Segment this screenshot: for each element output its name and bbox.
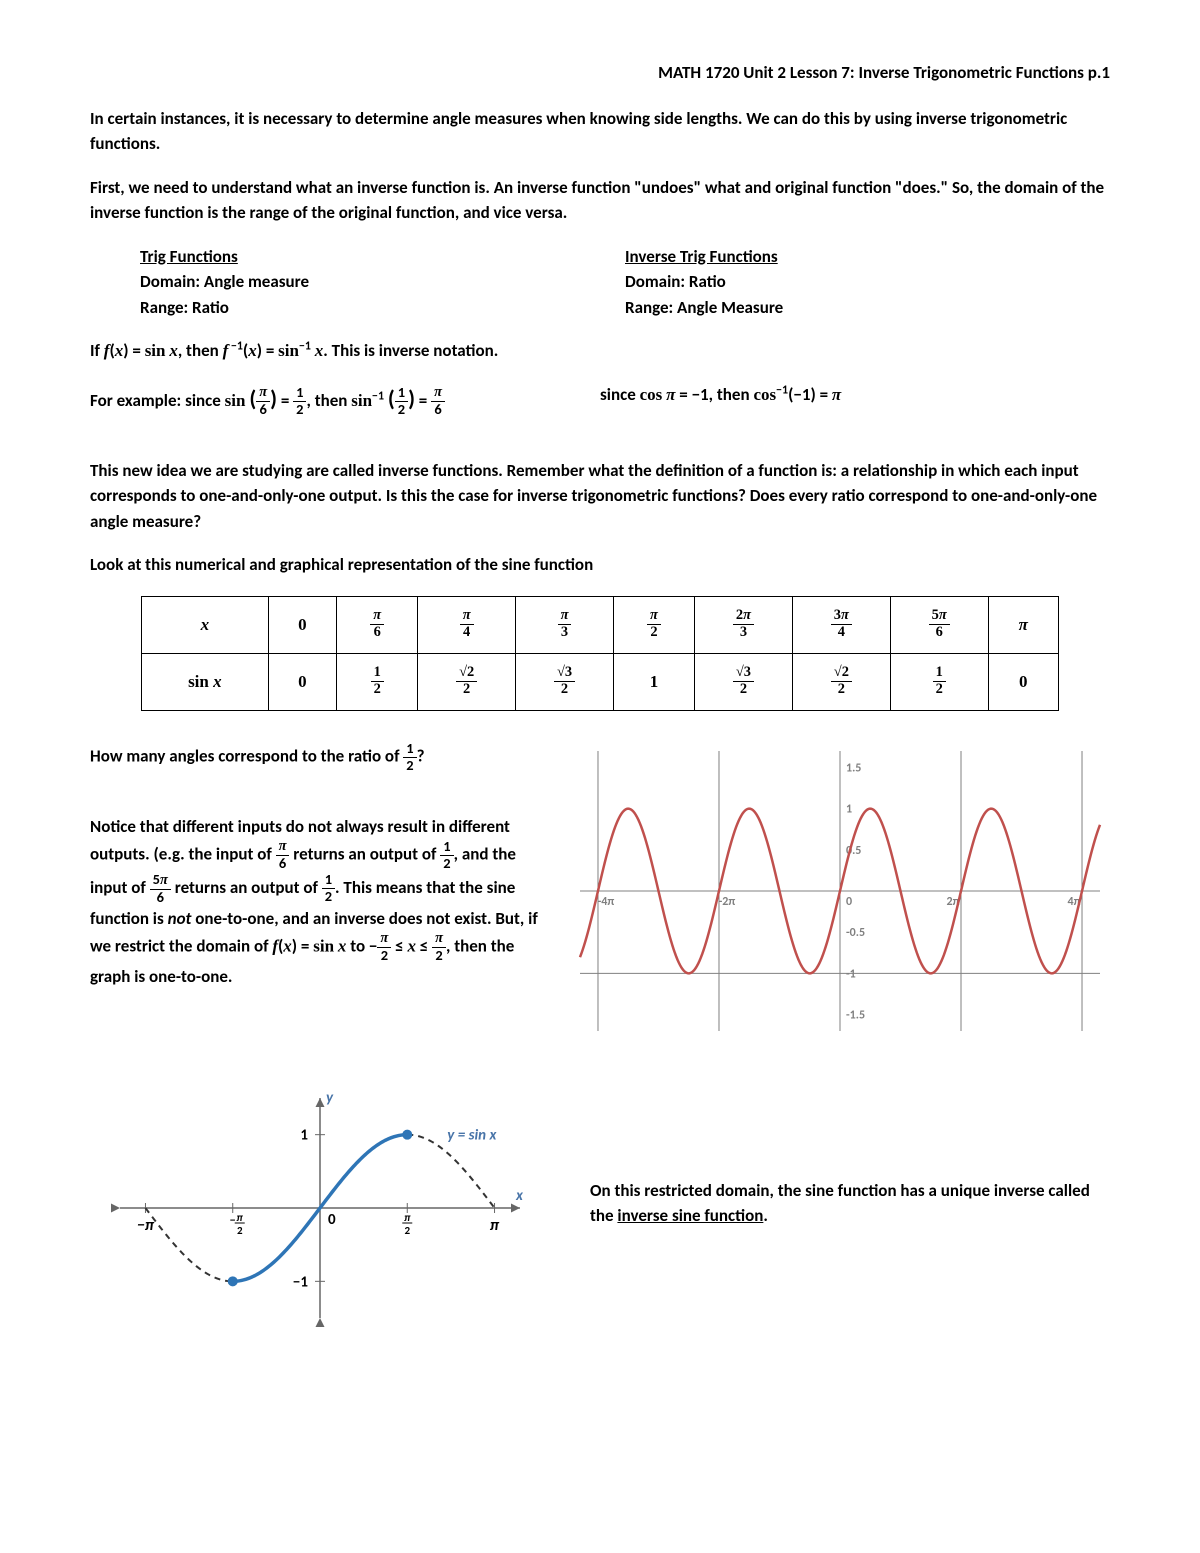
inv-title: Inverse Trig Functions [625,246,778,267]
svg-text:π: π [490,1216,500,1235]
question-ratio: How many angles correspond to the ratio … [90,741,550,774]
svg-text:π: π [404,1211,411,1224]
svg-text:−π: −π [137,1216,155,1235]
intro-para-1: In certain instances, it is necessary to… [90,106,1110,157]
svg-text:-1: -1 [846,967,856,981]
svg-text:2: 2 [404,1224,410,1237]
domain-range-columns: Trig Functions Domain: Angle measure Ran… [140,244,1110,321]
example-sin: For example: since sin (π6) = 12, then s… [90,382,600,418]
trig-domain: Domain: Angle measure [140,269,625,295]
page-header: MATH 1720 Unit 2 Lesson 7: Inverse Trigo… [90,60,1110,86]
svg-text:1.5: 1.5 [846,761,861,775]
table-row-x: x0 π6 π4 π3 π2 2π3 3π4 5π6 π [142,596,1059,653]
sine-wave-chart: -4π-2π02π4π-1.5-1-0.50.511.5 [570,741,1110,1041]
sine-value-table: x0 π6 π4 π3 π2 2π3 3π4 5π6 π sin x0 12 √… [141,596,1059,711]
svg-text:-0.5: -0.5 [846,926,865,940]
svg-text:−: − [230,1214,236,1228]
intro-para-2: First, we need to understand what an inv… [90,175,1110,226]
svg-text:1: 1 [846,802,852,816]
svg-text:y = sin x: y = sin x [447,1127,497,1145]
definition-para: This new idea we are studying are called… [90,458,1110,535]
table-row-sinx: sin x0 12 √22 √32 1 √32 √22 12 0 [142,653,1059,710]
svg-text:y: y [326,1089,334,1107]
example-row: For example: since sin (π6) = 12, then s… [90,382,1110,418]
inverse-sine-note: On this restricted domain, the sine func… [590,1178,1110,1229]
look-at-para: Look at this numerical and graphical rep… [90,552,1110,578]
notation-line: If f(x) = sin x, then f −1(x) = sin−1 x.… [90,338,1110,364]
trig-title: Trig Functions [140,246,238,267]
notice-para: Notice that different inputs do not alwa… [90,814,550,990]
svg-text:0: 0 [328,1211,336,1229]
svg-text:-2π: -2π [719,895,736,909]
inv-range: Range: Angle Measure [625,295,1110,321]
svg-text:-1.5: -1.5 [846,1008,865,1022]
restricted-sine-chart: −ππ−π2π21−10yxy = sin x [90,1078,550,1338]
svg-text:-4π: -4π [598,895,615,909]
svg-text:−1: −1 [293,1274,308,1292]
svg-text:1: 1 [300,1127,308,1145]
svg-text:0: 0 [846,895,852,909]
trig-functions-col: Trig Functions Domain: Angle measure Ran… [140,244,625,321]
example-cos: since cos π = −1, then cos−1(−1) = π [600,382,1110,418]
trig-range: Range: Ratio [140,295,625,321]
inverse-trig-col: Inverse Trig Functions Domain: Ratio Ran… [625,244,1110,321]
svg-text:x: x [515,1187,524,1205]
svg-text:2: 2 [237,1224,243,1237]
inv-domain: Domain: Ratio [625,269,1110,295]
svg-text:π: π [237,1211,244,1224]
